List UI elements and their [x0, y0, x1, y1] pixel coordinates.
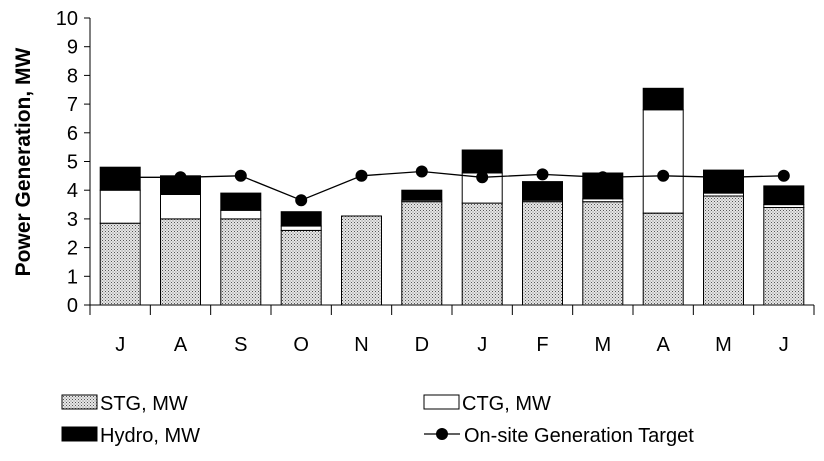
plot-area — [99, 87, 805, 306]
y-tick-label-1: 1 — [67, 266, 78, 288]
x-tick-label-10: M — [715, 334, 732, 356]
target-point-10 — [717, 171, 730, 184]
x-tick-label-2: S — [234, 334, 247, 356]
bar-stg-3 — [280, 229, 322, 306]
y-axis-label: Power Generation, MW — [12, 47, 35, 276]
legend-label-1: CTG, MW — [462, 393, 551, 415]
bar-hydro-6 — [461, 149, 503, 174]
bar-hydro-11 — [763, 185, 805, 206]
target-point-7 — [536, 168, 549, 181]
y-tick-label-5: 5 — [67, 152, 78, 174]
x-tick-label-3: O — [293, 334, 309, 356]
y-tick-label-7: 7 — [67, 94, 78, 116]
legend-swatch-1 — [423, 394, 460, 410]
target-point-3 — [295, 194, 308, 207]
target-line — [120, 170, 784, 201]
x-tick-label-6: J — [477, 334, 487, 356]
legend-swatch-2 — [61, 426, 98, 442]
y-axis: 0 1 2 3 4 5 6 7 8 9 10 — [56, 8, 91, 317]
bar-stg-7 — [522, 201, 563, 306]
legend: STG, MW CTG, MW Hydro, MW On-site Generatio… — [61, 393, 694, 447]
bar-ctg-2 — [220, 209, 262, 220]
target-point-0 — [114, 171, 127, 184]
y-tick-label-6: 6 — [67, 123, 78, 145]
target-point-6 — [476, 171, 489, 184]
bar-ctg-1 — [160, 194, 201, 220]
target-point-1 — [174, 171, 187, 184]
bar-stg-0 — [99, 222, 141, 306]
y-tick-label-0: 0 — [67, 295, 78, 317]
y-tick-label-2: 2 — [67, 238, 78, 260]
bar-stg-9 — [642, 212, 684, 306]
x-tick-label-5: D — [415, 334, 429, 356]
x-tick-label-11: J — [779, 334, 789, 356]
target-point-4 — [355, 169, 368, 182]
bar-hydro-7 — [522, 181, 563, 201]
legend-label-3: On-site Generation Target — [464, 425, 694, 447]
legend-marker-3 — [436, 428, 448, 440]
target-point-8 — [596, 171, 609, 184]
y-tick-label-4: 4 — [67, 180, 78, 202]
bar-stg-2 — [220, 218, 262, 306]
x-tick-label-0: J — [115, 334, 125, 356]
y-tick-label-9: 9 — [67, 37, 78, 59]
bar-hydro-3 — [280, 211, 322, 227]
bar-stg-11 — [763, 206, 805, 306]
target-point-11 — [777, 169, 790, 182]
x-tick-label-9: A — [657, 334, 671, 356]
legend-label-0: STG, MW — [100, 393, 188, 415]
bar-hydro-9 — [642, 87, 684, 111]
target-point-2 — [234, 169, 247, 182]
bar-stg-4 — [341, 215, 382, 306]
bar-ctg-0 — [99, 189, 141, 224]
y-tick-label-8: 8 — [67, 65, 78, 87]
target-point-9 — [657, 169, 670, 182]
y-tick-label-10: 10 — [56, 8, 78, 30]
y-tick-label-3: 3 — [67, 209, 78, 231]
bar-hydro-5 — [401, 189, 443, 201]
bar-stg-6 — [461, 202, 503, 306]
legend-swatch-0 — [61, 394, 98, 410]
legend-label-2: Hydro, MW — [100, 425, 200, 447]
bar-stg-5 — [401, 201, 443, 306]
bar-hydro-2 — [220, 192, 262, 211]
x-tick-label-8: M — [594, 334, 611, 356]
bar-stg-8 — [582, 201, 624, 306]
bar-ctg-3 — [280, 225, 322, 231]
bar-stg-10 — [703, 195, 744, 306]
bar-stg-1 — [160, 218, 201, 306]
x-tick-label-1: A — [174, 334, 188, 356]
x-tick-label-7: F — [536, 334, 548, 356]
bar-ctg-9 — [642, 109, 684, 214]
x-tick-label-4: N — [354, 334, 368, 356]
target-point-5 — [415, 165, 428, 178]
